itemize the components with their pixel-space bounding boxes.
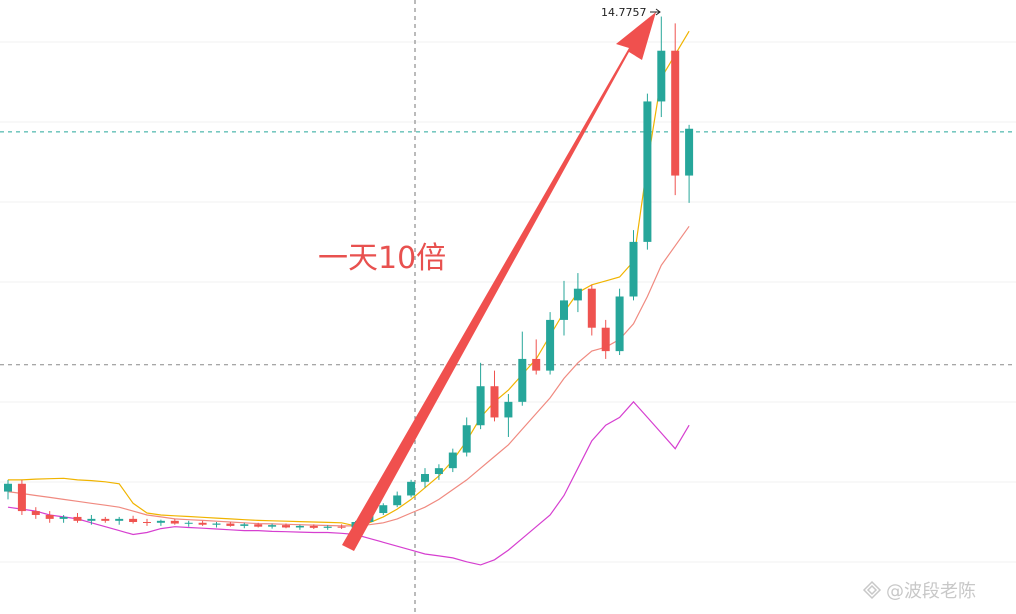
band-line [7, 225, 690, 527]
candle-body [504, 401, 513, 418]
candle-body [31, 511, 40, 515]
candle-body [170, 520, 179, 524]
candle-body [476, 386, 485, 426]
candle-body [337, 526, 346, 528]
candle-body [143, 521, 151, 523]
high-arrow [650, 8, 661, 16]
candle-body [546, 319, 555, 371]
candle-body [323, 526, 332, 528]
candle-body [379, 505, 388, 514]
candle-body [73, 516, 82, 521]
candle-body [254, 524, 263, 527]
candle-body [87, 518, 96, 521]
candle-body [587, 288, 596, 328]
candle-body [393, 495, 402, 506]
candle-body [434, 468, 443, 475]
candle-body [518, 358, 527, 402]
candle-body [4, 483, 12, 492]
candle-body [657, 50, 666, 102]
candle-body [643, 101, 652, 242]
candle-body [295, 525, 304, 528]
candle-body [421, 474, 429, 482]
watermark: @波段老陈 [886, 581, 976, 602]
arrow [342, 12, 656, 551]
candle-body [671, 50, 680, 176]
candle-body [309, 525, 318, 528]
background-grid [0, 41, 1016, 563]
candle-body [629, 241, 638, 297]
candle-body [115, 518, 124, 521]
candle-body [282, 525, 290, 528]
watermark-icon [862, 580, 882, 600]
candle-body [101, 518, 110, 521]
candle-body [573, 288, 582, 301]
candle-body [615, 296, 624, 352]
candle-body [532, 358, 541, 371]
high-label: 14.7757 [601, 6, 647, 19]
candle-body [45, 514, 54, 519]
candle-body [226, 523, 235, 526]
candle-body [212, 523, 221, 525]
candle-body [59, 516, 68, 519]
candle-body [268, 525, 277, 527]
candle-body [184, 522, 193, 524]
candle-body [601, 327, 610, 352]
candle-body [560, 300, 568, 320]
candle-body [490, 386, 499, 418]
candle-body [685, 128, 694, 176]
candle-body [448, 452, 457, 469]
candle-body [462, 425, 471, 453]
candle-body [17, 483, 26, 512]
candle-body [407, 481, 416, 496]
candle-body [129, 518, 138, 522]
candle-body [198, 522, 207, 525]
annotation: 一天10倍 [318, 241, 446, 276]
candle-body [240, 524, 249, 526]
candle-body [156, 520, 165, 523]
